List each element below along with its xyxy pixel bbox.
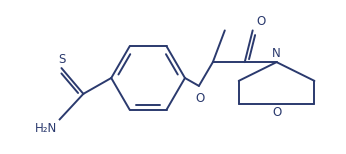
Text: S: S	[58, 53, 66, 66]
Text: O: O	[257, 15, 266, 28]
Text: N: N	[272, 47, 281, 60]
Text: H₂N: H₂N	[35, 122, 57, 135]
Text: O: O	[272, 106, 281, 119]
Text: O: O	[195, 92, 204, 105]
